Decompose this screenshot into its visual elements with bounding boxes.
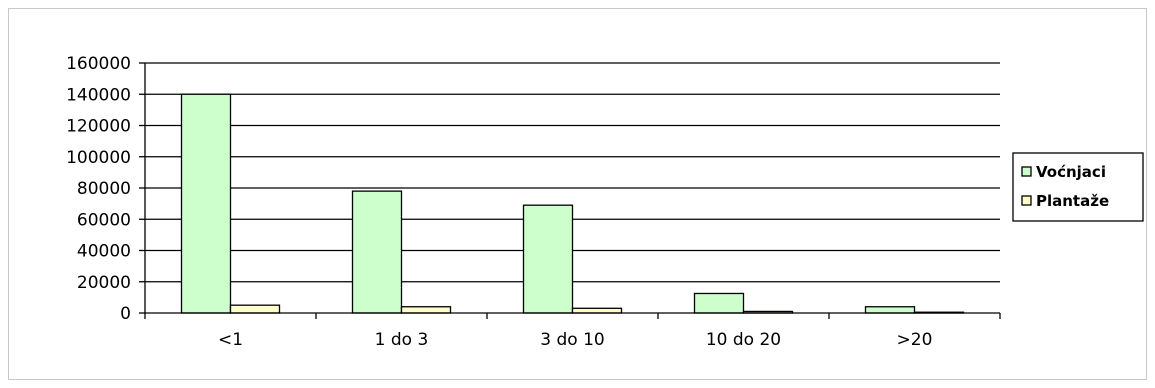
legend-label: Voćnjaci — [1036, 163, 1106, 181]
y-tick-label: 80000 — [77, 179, 131, 199]
bar-plantaze-0 — [229, 304, 281, 314]
legend: Voćnjaci Plantaže — [1012, 152, 1144, 222]
legend-box — [1012, 152, 1144, 222]
bar-plantaze-1 — [400, 306, 452, 314]
axes — [144, 63, 1001, 319]
y-tick-label: 40000 — [77, 242, 131, 262]
x-tick-label: 1 do 3 — [375, 330, 429, 350]
bar-vocnjaci-2 — [522, 204, 574, 314]
x-tick-label: <1 — [218, 330, 243, 350]
x-tick-label: 10 do 20 — [706, 330, 781, 350]
y-tick-label: 0 — [120, 304, 131, 324]
y-tick-label: 20000 — [77, 273, 131, 293]
y-tick-label: 140000 — [66, 85, 131, 105]
x-tick-label: 3 do 10 — [540, 330, 604, 350]
x-tick-label: >20 — [897, 330, 933, 350]
bar-plantaze-2 — [571, 307, 623, 314]
bar-vocnjaci-3 — [693, 292, 745, 314]
y-tick-label: 160000 — [66, 54, 131, 74]
y-tick-label: 120000 — [66, 117, 131, 137]
y-tick-label: 100000 — [66, 148, 131, 168]
bar-vocnjaci-4 — [864, 306, 916, 314]
bars — [180, 93, 965, 314]
legend-label: Plantaže — [1036, 192, 1109, 210]
bar-vocnjaci-0 — [180, 93, 232, 314]
x-tick-labels: <1 1 do 3 3 do 10 10 do 20 >20 — [218, 330, 932, 350]
bar-vocnjaci-1 — [351, 190, 403, 314]
legend-swatch — [1021, 195, 1032, 206]
y-tick-label: 60000 — [77, 210, 131, 230]
y-tick-labels: 0 20000 40000 60000 80000 100000 120000 140000 1… — [66, 54, 131, 324]
legend-swatch — [1021, 166, 1032, 177]
